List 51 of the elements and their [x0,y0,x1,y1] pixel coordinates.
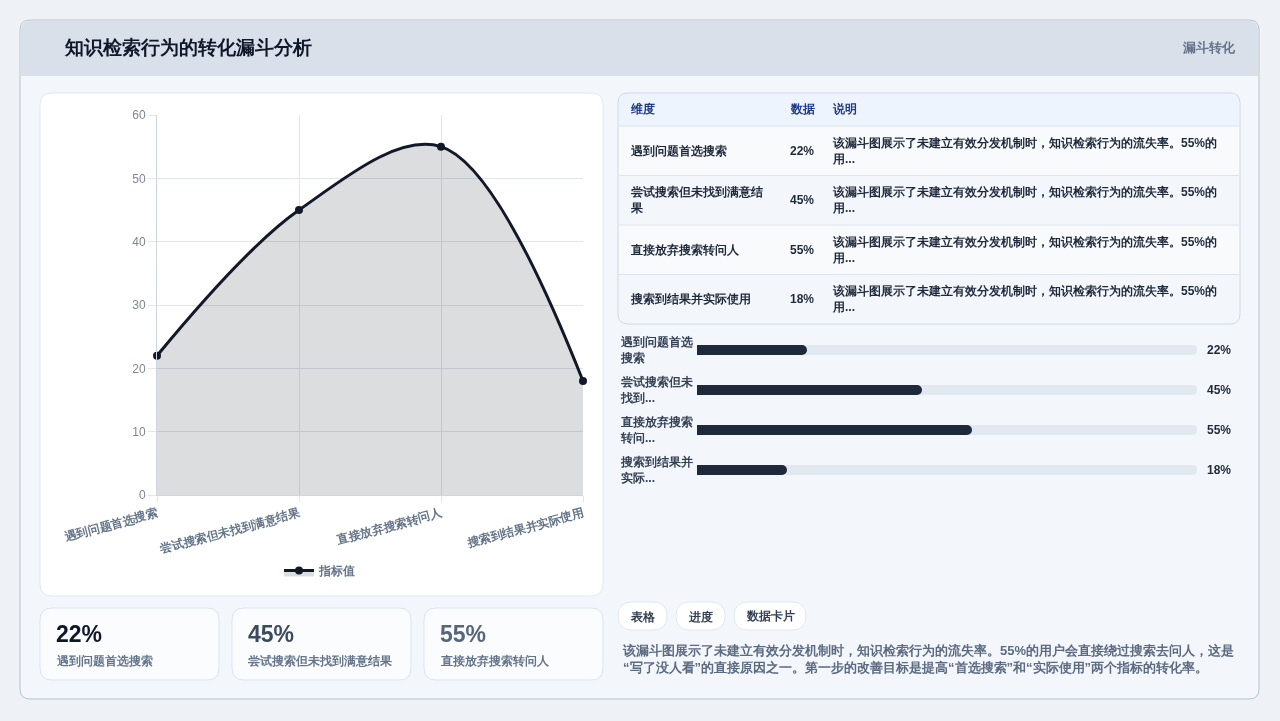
text: 维度 [630,102,655,116]
text: 数据卡片 [746,609,795,623]
x-tick-label: 搜索到结果并实际使用 [464,505,586,551]
y-tick-label: 10 [132,424,146,439]
y-tick-label: 直接放弃搜索转问... [620,415,693,445]
data-label: 45% [1207,383,1232,397]
text: 45% [248,621,295,647]
text: 该漏斗图展示了未建立有效分发机制时，知识检索行为的流失率。55%的用... [832,235,1218,265]
text: 说明 [832,102,857,116]
text: 该漏斗图展示了未建立有效分发机制时，知识检索行为的流失率。55%的用... [832,185,1218,215]
data-label: 18% [1207,463,1232,477]
y-tick-label: 30 [132,298,146,313]
point [579,377,587,385]
x-tick-label: 直接放弃搜索转问人 [334,505,445,548]
point [153,351,161,360]
text: 该漏斗图展示了未建立有效分发机制时，知识检索行为的流失率。55%的用户会直接绕过搜索去问人，这是“写了没人看”的直接原因之一。第一步的改善目标是提高“首选搜索”和“实际使用”两个指标的转化率。 [622,643,1235,675]
text: 进度 [688,610,713,623]
legend-label: 指标值 [318,564,355,579]
x-tick-label: 尝试搜索但未找到满意结果 [158,505,303,557]
y-tick-label: 遇到问题首选搜索 [620,335,693,365]
y-tick-label: 40 [132,234,146,249]
y-tick-label: 尝试搜索但未找到... [620,375,694,405]
text: 55% [440,621,487,647]
text: 漏斗转化 [1182,40,1236,55]
point [295,206,303,214]
y-tick-label: 0 [138,488,146,503]
y-tick-label: 60 [132,108,146,123]
text: 22% [56,621,103,647]
text: 直接放弃搜索转问人 [440,654,550,668]
data-label: 22% [1207,343,1232,357]
y-tick-label: 50 [132,171,146,186]
text: 表格 [630,610,656,623]
text: 尝试搜索但未找到满意结果 [630,185,763,215]
text: 直接放弃搜索转问人 [630,243,740,257]
text: 知识检索行为的转化漏斗分析 [64,37,312,58]
text: 尝试搜索但未找到满意结果 [248,654,393,668]
text: 该漏斗图展示了未建立有效分发机制时，知识检索行为的流失率。55%的用... [832,284,1218,314]
text: 22% [790,144,815,158]
text: 数据 [790,102,815,116]
point [437,142,445,151]
text: 45% [790,193,815,207]
text: 搜索到结果并实际使用 [630,292,751,306]
bar [697,345,807,355]
y-tick-label: 搜索到结果并实际... [620,455,693,485]
text: 遇到问题首选搜索 [630,144,727,158]
text: 55% [790,243,815,257]
bar [697,465,787,475]
data-label: 55% [1207,423,1232,437]
y-tick-label: 20 [132,361,146,376]
text: 18% [790,292,815,306]
text: 该漏斗图展示了未建立有效分发机制时，知识检索行为的流失率。55%的用... [832,136,1218,166]
